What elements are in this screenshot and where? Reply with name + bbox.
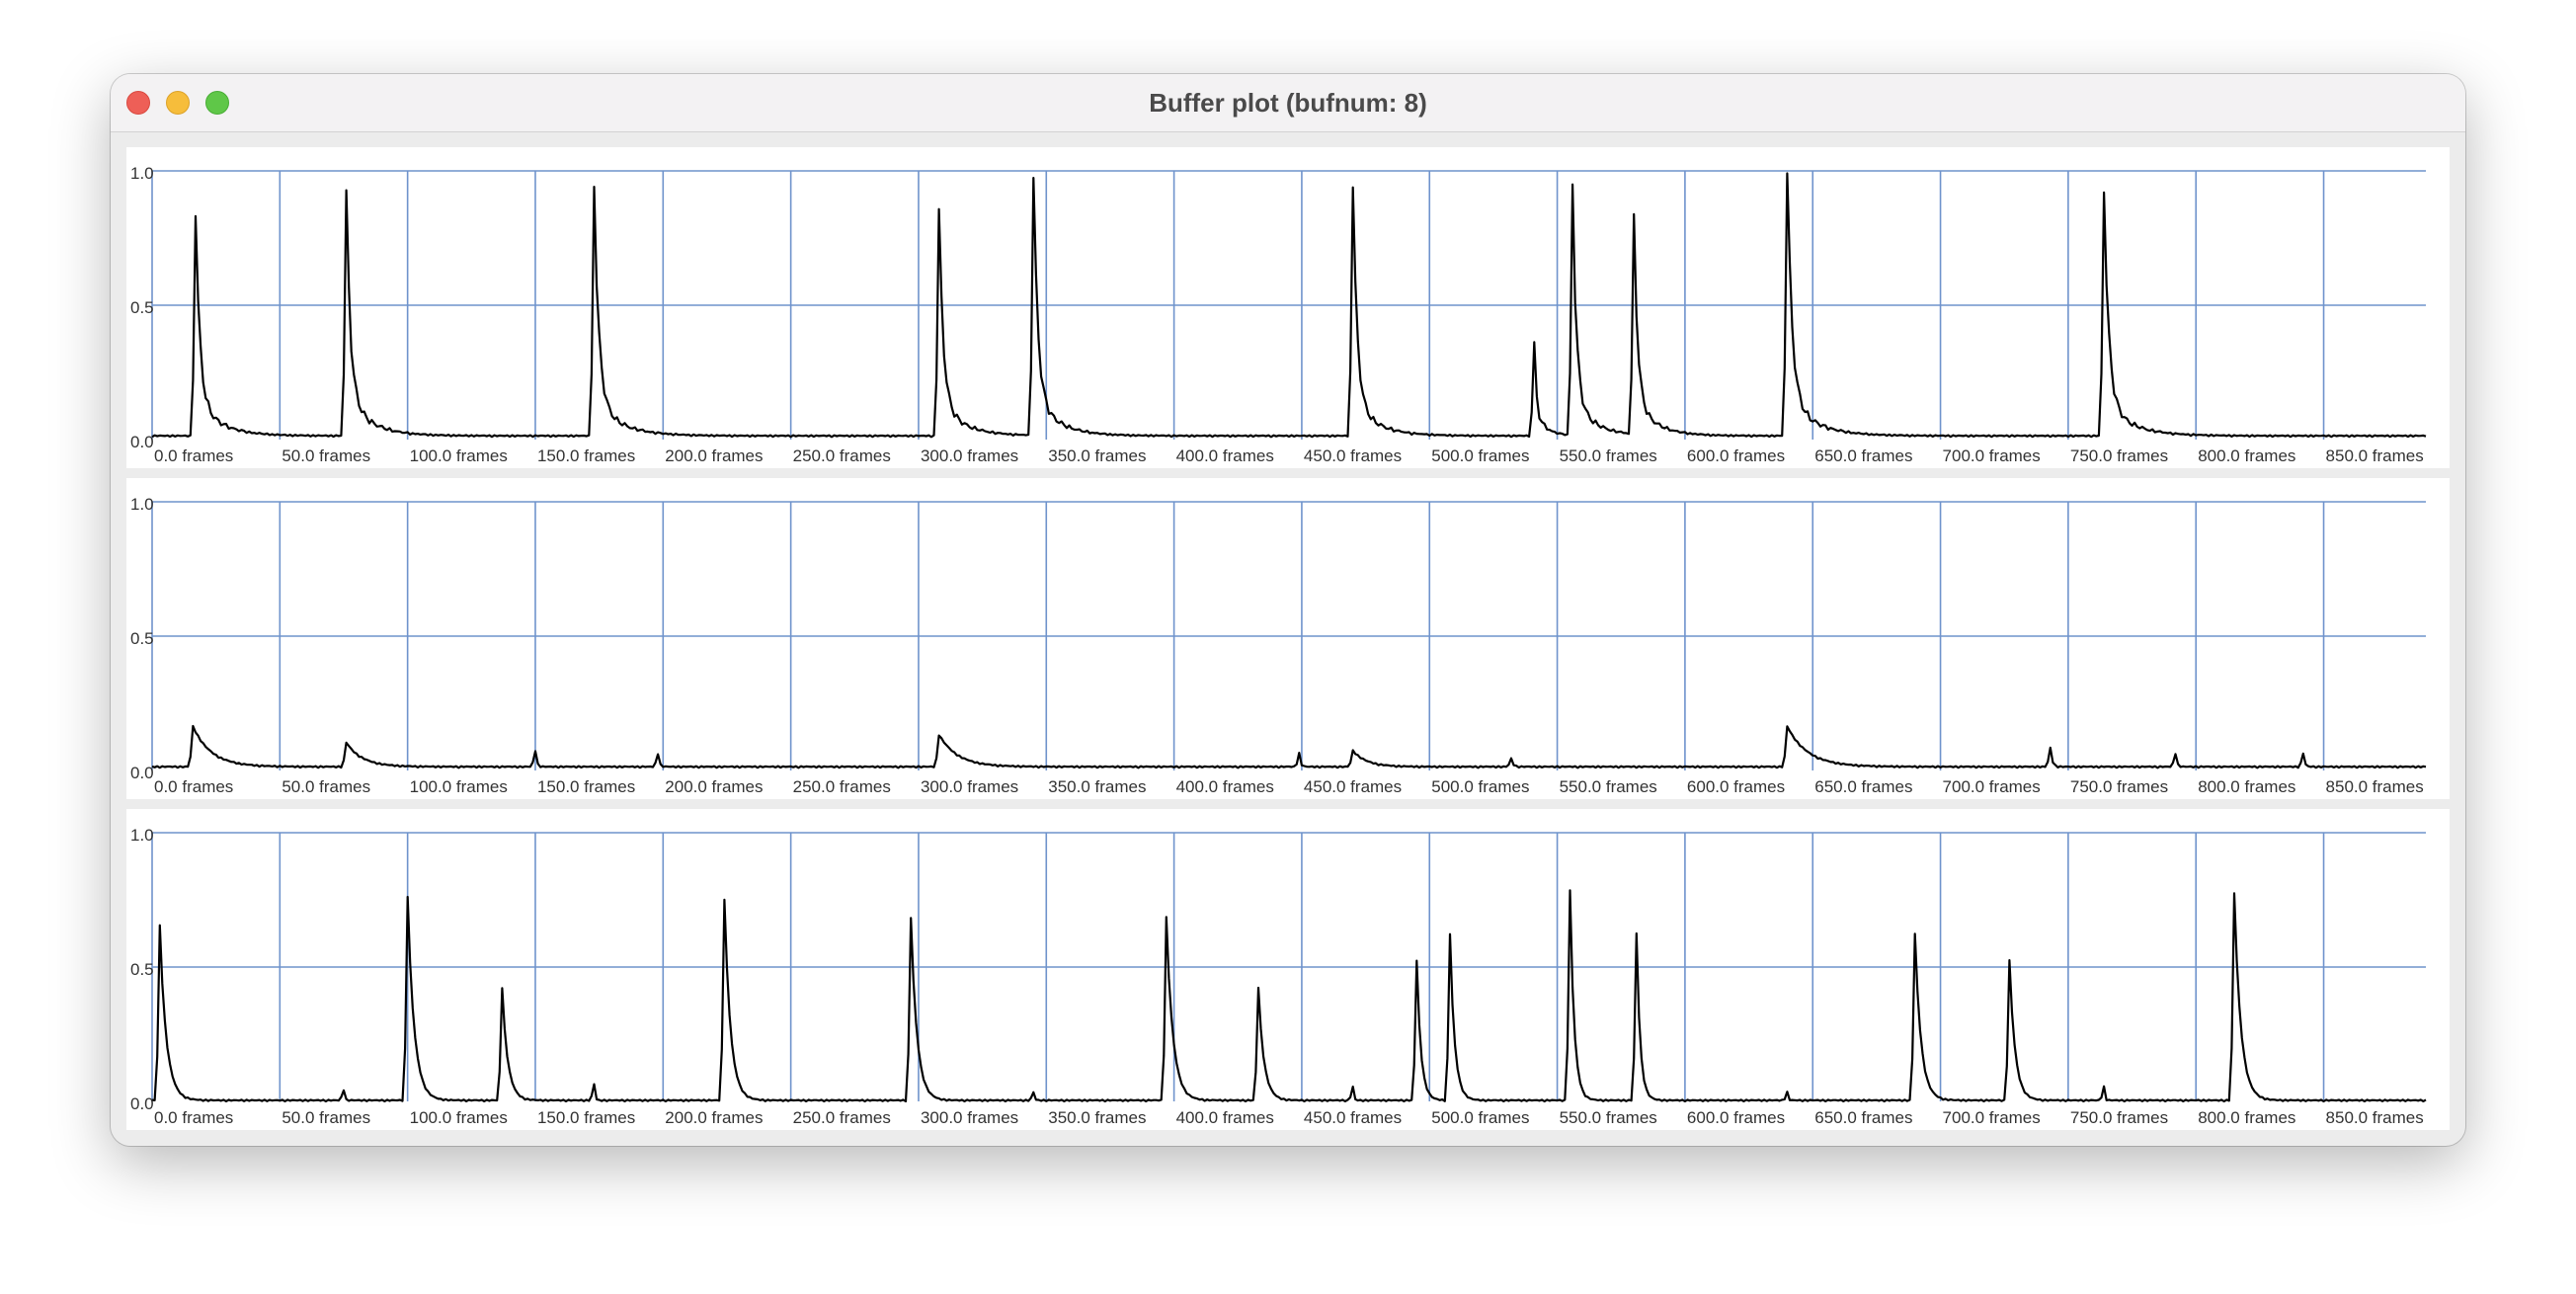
x-tick-label: 200.0 frames [665,777,763,796]
channel-3-plot: 1.0 0.5 0.0 0.0 frames 50.0 frames 100.0 fram… [126,809,2450,1130]
x-tick-label: 800.0 frames [2198,777,2295,796]
x-tick-label: 450.0 frames [1304,446,1402,465]
x-tick-label: 100.0 frames [410,1108,508,1127]
x-tick-label: 0.0 frames [154,446,233,465]
x-tick-label: 800.0 frames [2198,446,2295,465]
y-tick-label: 0.5 [130,298,154,317]
channel-3-svg: 1.0 0.5 0.00.0 frames 50.0 frames 100.0 fram… [130,826,2427,1127]
plot-area: 1.0 0.5 0.0 0.0 frames 50.0 frames 100.0 fram… [126,147,2450,1130]
x-tick-label: 250.0 frames [793,1108,891,1127]
x-tick-label: 150.0 frames [537,1108,635,1127]
zoom-icon[interactable] [205,91,229,115]
x-tick-label: 200.0 frames [665,1108,763,1127]
x-tick-label: 500.0 frames [1431,446,1529,465]
window-title: Buffer plot (bufnum: 8) [1149,88,1427,118]
x-tick-label: 250.0 frames [793,446,891,465]
x-tick-label: 750.0 frames [2070,446,2168,465]
x-tick-label: 400.0 frames [1176,777,1274,796]
x-tick-label: 550.0 frames [1560,446,1657,465]
x-tick-label: 400.0 frames [1176,446,1274,465]
y-tick-label: 0.5 [130,960,154,979]
x-tick-label: 200.0 frames [665,446,763,465]
title-bar[interactable]: Buffer plot (bufnum: 8) [111,74,2465,132]
channel-1-plot: 1.0 0.5 0.0 0.0 frames 50.0 frames 100.0 fram… [126,147,2450,468]
x-tick-label: 350.0 frames [1048,446,1146,465]
x-tick-label: 850.0 frames [2326,1108,2424,1127]
y-tick-label: 1.0 [130,826,154,845]
x-tick-label: 250.0 frames [793,777,891,796]
x-tick-label: 800.0 frames [2198,1108,2295,1127]
y-tick-label: 0.0 [130,764,154,782]
x-tick-label: 550.0 frames [1560,1108,1657,1127]
x-tick-label: 150.0 frames [537,446,635,465]
x-tick-label: 650.0 frames [1814,446,1912,465]
x-tick-label: 500.0 frames [1431,777,1529,796]
y-tick-label: 1.0 [130,164,154,183]
x-tick-label: 100.0 frames [410,777,508,796]
x-tick-label: 300.0 frames [921,1108,1018,1127]
x-tick-label: 100.0 frames [410,446,508,465]
close-icon[interactable] [126,91,150,115]
x-tick-label: 850.0 frames [2326,777,2424,796]
x-tick-label: 50.0 frames [282,1108,370,1127]
x-tick-label: 750.0 frames [2070,1108,2168,1127]
x-tick-label: 150.0 frames [537,777,635,796]
x-tick-label: 350.0 frames [1048,777,1146,796]
x-tick-label: 650.0 frames [1814,1108,1912,1127]
buffer-plot-window: Buffer plot (bufnum: 8) 1.0 0.5 0.0 0.0 fra… [111,74,2465,1146]
x-tick-label: 600.0 frames [1687,777,1785,796]
x-tick-label: 600.0 frames [1687,446,1785,465]
x-tick-label: 450.0 frames [1304,777,1402,796]
x-tick-label: 700.0 frames [1943,777,2041,796]
x-tick-label: 450.0 frames [1304,1108,1402,1127]
y-tick-label: 1.0 [130,495,154,514]
x-tick-label: 300.0 frames [921,446,1018,465]
y-tick-label: 0.5 [130,629,154,648]
x-tick-label: 700.0 frames [1943,1108,2041,1127]
x-tick-label: 750.0 frames [2070,777,2168,796]
waveform-line [151,889,2427,1103]
x-tick-label: 500.0 frames [1431,1108,1529,1127]
x-tick-label: 850.0 frames [2326,446,2424,465]
channel-2-plot: 1.0 0.5 0.0 0.0 frames 50.0 frames 100.0 fram… [126,478,2450,799]
channel-2-svg: 1.0 0.5 0.00.0 frames 50.0 frames 100.0 fram… [130,495,2427,796]
x-tick-label: 350.0 frames [1048,1108,1146,1127]
channel-1-svg: 1.0 0.5 0.00.0 frames 50.0 frames 100.0 fram… [130,164,2427,465]
y-tick-label: 0.0 [130,433,154,451]
x-tick-label: 550.0 frames [1560,777,1657,796]
x-tick-label: 300.0 frames [921,777,1018,796]
x-tick-label: 0.0 frames [154,1108,233,1127]
minimize-icon[interactable] [166,91,190,115]
x-tick-label: 50.0 frames [282,777,370,796]
x-tick-label: 600.0 frames [1687,1108,1785,1127]
x-tick-label: 400.0 frames [1176,1108,1274,1127]
waveform-line [151,172,2427,439]
x-tick-label: 650.0 frames [1814,777,1912,796]
x-tick-label: 700.0 frames [1943,446,2041,465]
waveform-line [151,724,2427,769]
x-tick-label: 50.0 frames [282,446,370,465]
y-tick-label: 0.0 [130,1094,154,1113]
x-tick-label: 0.0 frames [154,777,233,796]
